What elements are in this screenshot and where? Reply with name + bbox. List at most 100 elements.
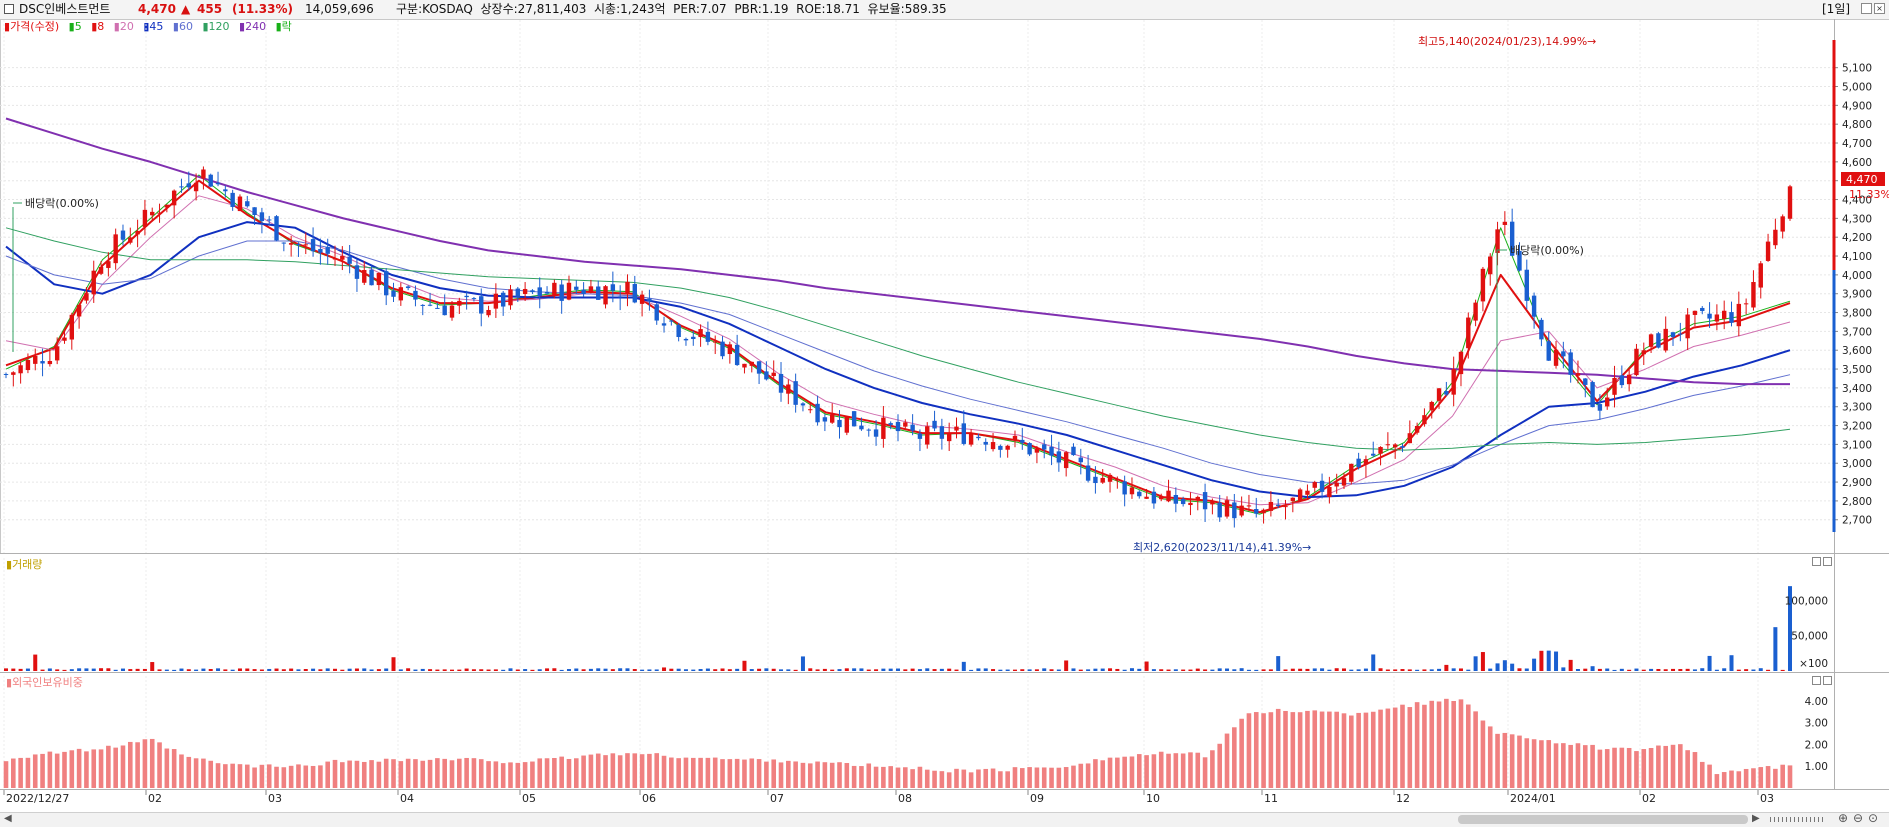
volume-bar <box>172 669 177 671</box>
foreign-holding-bar <box>1056 767 1062 788</box>
volume-bar <box>764 668 769 671</box>
foreign-maximize-icon[interactable] <box>1812 676 1821 685</box>
foreign-holding-bar <box>1619 747 1625 788</box>
period-selector[interactable]: [1일] <box>1822 2 1851 16</box>
legend-ma8[interactable]: ▮8 <box>91 20 105 33</box>
legend-ex-dividend[interactable]: ▮락 <box>275 20 292 33</box>
zoom-slider[interactable] <box>1770 817 1825 822</box>
candle-body <box>267 219 272 221</box>
foreign-holding-bar <box>164 748 170 788</box>
foreign-holding-bar <box>1158 751 1164 788</box>
volume-bar <box>1203 669 1208 671</box>
current-price: 4,470 <box>138 2 176 16</box>
volume-bar <box>1225 668 1230 671</box>
candle-body <box>435 307 440 309</box>
candle-body <box>829 414 835 423</box>
candle-body <box>347 256 352 264</box>
price-tick-label: 4,300 <box>1842 213 1872 225</box>
date-tick-label: 11 <box>1264 792 1278 805</box>
candle-body <box>1670 332 1676 338</box>
legend-ma5[interactable]: ▮5 <box>68 20 82 33</box>
foreign-holding-bar <box>1217 743 1223 788</box>
candle-body <box>1159 496 1164 500</box>
foreign-holding-bar <box>1063 767 1069 788</box>
volume-bar <box>340 669 345 671</box>
volume-close-icon[interactable] <box>1823 557 1832 566</box>
candle-body <box>537 287 542 297</box>
candle-body <box>1202 492 1208 510</box>
scroll-right-icon[interactable]: ▶ <box>1752 813 1760 824</box>
volume-bar <box>1122 669 1127 671</box>
foreign-holding-bar <box>881 766 886 788</box>
candle-body <box>1034 448 1040 453</box>
foreign-holding-bar <box>1758 767 1764 788</box>
foreign-holding-bar <box>303 765 309 788</box>
candle-body <box>910 424 915 431</box>
candle-body <box>398 287 404 301</box>
volume-bar <box>501 669 506 671</box>
candle-body <box>1619 375 1625 386</box>
volume-bar <box>1064 660 1069 671</box>
candle-body <box>223 189 228 192</box>
foreign-holding-bar <box>924 769 930 788</box>
scroll-thumb[interactable] <box>1458 815 1748 824</box>
candle-body <box>1217 502 1222 518</box>
volume-bar <box>998 669 1003 671</box>
volume-bar <box>1239 668 1244 671</box>
foreign-holding-bar <box>1561 743 1566 788</box>
legend-ma240[interactable]: ▮240 <box>239 20 267 33</box>
foreign-holding-bar <box>1670 744 1676 788</box>
price-tick-label: 4,800 <box>1842 119 1872 131</box>
volume-bar <box>625 668 630 671</box>
foreign-holding-bar <box>793 761 798 788</box>
price-tick-label: 2,800 <box>1842 496 1872 508</box>
foreign-holding-bar <box>544 758 550 788</box>
legend-price[interactable]: ▮가격(수정) <box>4 20 60 33</box>
volume-bar <box>618 668 623 671</box>
foreign-holding-bar <box>917 766 923 788</box>
zoom-reset-icon[interactable]: ⊙ <box>1868 811 1879 825</box>
volume-bar <box>1583 668 1588 671</box>
volume-bar <box>186 669 191 671</box>
horizontal-scrollbar[interactable]: ◀ ▶ ⊕ ⊖ ⊙ <box>0 811 1889 827</box>
legend-ma60[interactable]: ▮60 <box>172 20 193 33</box>
candle-body <box>98 266 104 274</box>
foreign-holding-bar <box>347 760 352 788</box>
candle-body <box>1524 269 1529 301</box>
candle-body <box>1612 378 1617 395</box>
candle-body <box>581 289 586 294</box>
zoom-out-icon[interactable]: ⊖ <box>1853 811 1864 825</box>
volume-bar <box>99 668 104 671</box>
date-tick-label: 02 <box>1642 792 1656 805</box>
zoom-in-icon[interactable]: ⊕ <box>1838 811 1849 825</box>
candle-body <box>1495 229 1500 253</box>
legend-ma120[interactable]: ▮120 <box>202 20 230 33</box>
foreign-holding-bar <box>1078 763 1084 788</box>
candle-body <box>1027 443 1032 455</box>
legend-ma45[interactable]: ▮45 <box>143 20 164 33</box>
date-tick-label: 02 <box>148 792 162 805</box>
price-axis: 5,1005,0004,9004,8004,7004,6004,5004,400… <box>1834 63 1872 527</box>
scroll-left-icon[interactable]: ◀ <box>4 813 12 824</box>
foreign-close-icon[interactable] <box>1823 676 1832 685</box>
foreign-holding-bar <box>552 758 557 788</box>
foreign-holding-bar <box>778 762 784 788</box>
volume-maximize-icon[interactable] <box>1812 557 1821 566</box>
legend-ma20[interactable]: ▮20 <box>113 20 134 33</box>
candle-body <box>837 419 842 428</box>
candle-body <box>318 248 323 253</box>
foreign-holding-bar <box>1612 747 1617 788</box>
volume-bar <box>1188 669 1193 671</box>
foreign-holding-bar <box>990 768 996 788</box>
chart-select-checkbox[interactable] <box>4 4 14 14</box>
foreign-holding-bar <box>11 758 16 788</box>
candle-body <box>391 290 396 297</box>
volume-bar <box>1005 669 1010 671</box>
maximize-icon[interactable] <box>1861 3 1872 14</box>
candle-body <box>1641 350 1646 355</box>
volume-bar <box>194 669 199 671</box>
close-icon[interactable]: × <box>1874 3 1885 14</box>
stock-name[interactable]: DSC인베스트먼트 <box>19 2 111 16</box>
foreign-holding-bar <box>1107 757 1113 788</box>
